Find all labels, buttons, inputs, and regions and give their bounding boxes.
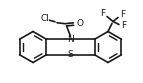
- Text: F: F: [120, 10, 126, 19]
- Text: S: S: [68, 50, 73, 59]
- Text: Cl: Cl: [40, 14, 49, 23]
- Text: F: F: [121, 21, 127, 30]
- Text: O: O: [77, 19, 84, 28]
- Text: F: F: [100, 9, 106, 18]
- Text: N: N: [67, 35, 74, 44]
